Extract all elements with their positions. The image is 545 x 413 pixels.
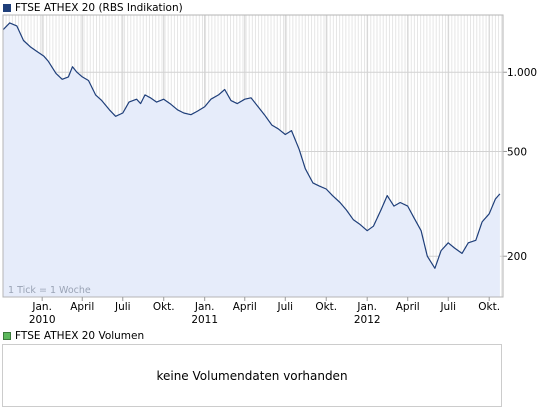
x-tick-label: Okt.: [153, 301, 175, 313]
volume-legend-swatch: [3, 331, 11, 340]
price-legend: FTSE ATHEX 20 (RBS Indikation): [3, 1, 183, 14]
y-tick-label: 200: [507, 251, 527, 263]
x-tick-label: April: [396, 301, 420, 313]
x-tick-label: Juli: [439, 301, 456, 313]
price-line: [2, 22, 501, 269]
price-legend-label: FTSE ATHEX 20 (RBS Indikation): [15, 1, 183, 14]
tick-note: 1 Tick = 1 Woche: [8, 285, 91, 296]
x-tick-label: April: [233, 301, 257, 313]
volume-legend-label: FTSE ATHEX 20 Volumen: [15, 329, 145, 342]
price-area: [3, 22, 500, 298]
volume-panel: keine Volumendaten vorhanden: [2, 344, 502, 407]
x-tick-label: Juli: [114, 301, 131, 313]
x-tick-label: Jan.: [356, 301, 377, 313]
x-year-label: 2011: [191, 314, 218, 326]
x-tick-label: Juli: [276, 301, 293, 313]
price-legend-swatch: [3, 3, 11, 12]
x-tick-label: Okt.: [315, 301, 337, 313]
x-year-label: 2010: [29, 314, 56, 326]
x-tick-label: Jan.: [31, 301, 52, 313]
x-tick-label: Okt.: [478, 301, 500, 313]
no-volume-message: keine Volumendaten vorhanden: [156, 368, 348, 383]
x-tick-label: Jan.: [194, 301, 215, 313]
y-tick-label: 500: [507, 146, 527, 158]
x-tick-label: April: [70, 301, 94, 313]
volume-legend: FTSE ATHEX 20 Volumen: [3, 329, 144, 342]
y-tick-label: 1.000: [507, 67, 537, 79]
plot-border: [2, 14, 504, 298]
x-year-label: 2012: [354, 314, 381, 326]
